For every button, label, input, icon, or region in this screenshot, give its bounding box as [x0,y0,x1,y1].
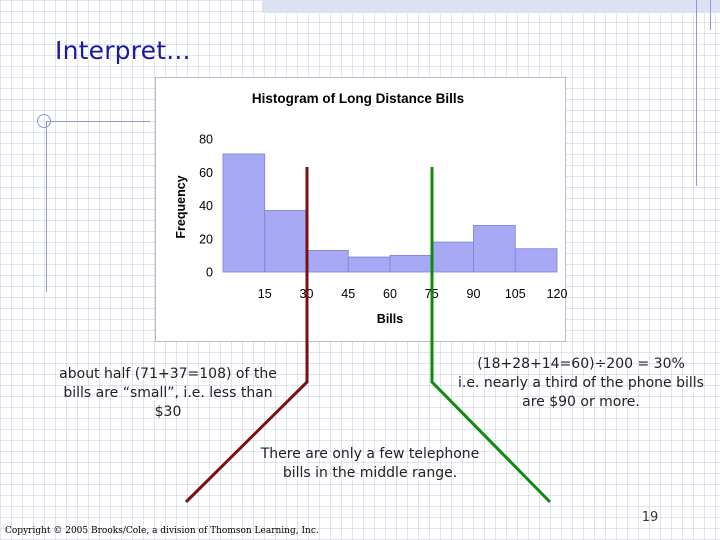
left-decor-circle [37,114,51,128]
right-decor-line [696,0,697,186]
copyright-notice: Copyright © 2005 Brooks/Cole, a division… [5,526,319,536]
annotation-right: (18+28+14=60)÷200 = 30% i.e. nearly a th… [450,355,712,412]
y-tick-label: 40 [199,199,213,213]
annotation-right-line3: are $90 or more. [522,394,640,410]
histogram-chart: Histogram of Long Distance Bills Frequen… [174,91,567,326]
annotation-right-line2: i.e. nearly a third of the phone bills [458,375,704,391]
chart-panel: Histogram of Long Distance Bills Frequen… [155,77,567,342]
x-tick-label: 15 [258,287,272,301]
y-tick-label: 20 [199,232,213,246]
histogram-bar-7 [473,225,516,273]
left-marker-line [184,167,309,504]
annotation-right-line1: (18+28+14=60)÷200 = 30% [477,356,685,372]
histogram-bar-8 [514,248,558,273]
slide-title: Interpret... [55,36,191,65]
y-tick-label: 60 [199,166,213,180]
annotation-middle: There are only a few telephone bills in … [260,446,480,481]
right-decor-line-short [710,0,711,30]
x-tick-label: 60 [383,287,397,301]
y-tick-label: 80 [199,133,213,147]
left-decor-rule [46,121,150,122]
y-tick-label: 0 [206,266,213,280]
x-tick-label: 45 [341,287,355,301]
y-axis-label: Frequency [174,175,188,238]
x-tick-label: 105 [505,287,526,301]
top-decor-band [262,0,720,13]
x-tick-label: 90 [467,287,481,301]
x-tick-label: 120 [547,287,567,301]
annotation-left: about half (71+37=108) of the bills are … [59,366,277,420]
left-decor-line [46,122,47,292]
x-axis-label: Bills [377,312,403,326]
chart-title: Histogram of Long Distance Bills [252,91,464,106]
right-marker-line [430,167,552,504]
page-number: 19 [641,510,659,525]
